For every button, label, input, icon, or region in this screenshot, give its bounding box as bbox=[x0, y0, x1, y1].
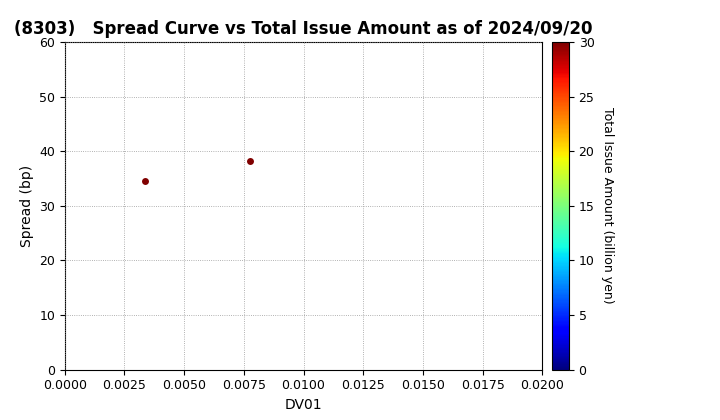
Y-axis label: Spread (bp): Spread (bp) bbox=[19, 165, 34, 247]
Y-axis label: Total Issue Amount (billion yen): Total Issue Amount (billion yen) bbox=[601, 108, 614, 304]
Point bbox=[244, 158, 256, 164]
Point bbox=[139, 178, 150, 184]
Title: (8303)   Spread Curve vs Total Issue Amount as of 2024/09/20: (8303) Spread Curve vs Total Issue Amoun… bbox=[14, 20, 593, 38]
X-axis label: DV01: DV01 bbox=[284, 398, 323, 412]
